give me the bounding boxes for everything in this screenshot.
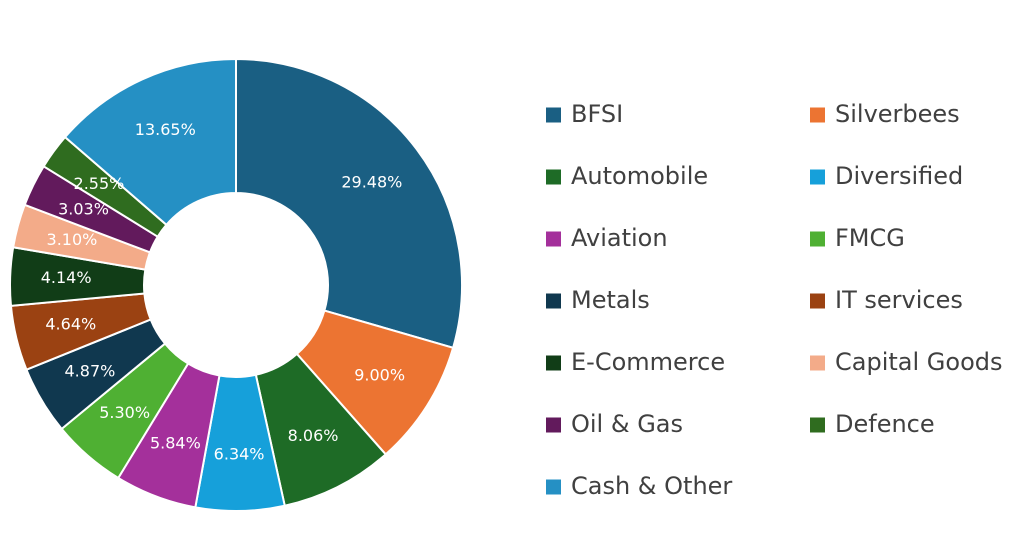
legend-item: Defence <box>810 410 935 438</box>
legend-label: Cash & Other <box>571 472 732 500</box>
slice-value-label: 3.10% <box>47 230 98 249</box>
slice-value-label: 13.65% <box>135 120 196 139</box>
legend-label: Capital Goods <box>835 348 1002 376</box>
legend-swatch <box>546 479 561 495</box>
legend-label: Automobile <box>571 162 708 190</box>
legend-label: Diversified <box>835 162 963 190</box>
legend-item: Automobile <box>546 162 708 190</box>
legend-item: E-Commerce <box>546 348 725 376</box>
legend-label: FMCG <box>835 224 905 252</box>
legend-label: Defence <box>835 410 935 438</box>
slice-labels-layer: 29.48% 9.00% 8.06% 6.34% 5.84%5.30% 4.87% 4.64… <box>41 120 405 464</box>
legend-item: Oil & Gas <box>546 410 683 438</box>
slice-value-label: 5.84% <box>150 433 201 452</box>
slice-value-label: 6.34% <box>214 444 265 463</box>
legend-swatch <box>810 355 825 371</box>
slice-value-label: 3.03% <box>58 199 109 218</box>
slice-value-label: 2.55% <box>74 174 125 193</box>
legend-item: BFSI <box>546 100 623 128</box>
legend-item: Cash & Other <box>546 472 732 500</box>
legend-swatch <box>546 355 561 371</box>
slice-value-label: 4.87% <box>65 361 116 380</box>
slice-value-label: 9.00% <box>354 365 405 384</box>
legend-swatch <box>546 231 561 247</box>
legend-item: Capital Goods <box>810 348 1002 376</box>
legend-swatch <box>810 169 825 185</box>
legend-swatch <box>546 293 561 309</box>
legend-swatch <box>810 417 825 433</box>
slices-layer <box>9 57 463 512</box>
slice-value-label: 4.64% <box>45 315 96 334</box>
legend-label: E-Commerce <box>571 348 725 376</box>
legend-item: Silverbees <box>810 100 960 128</box>
slice-value-label: 4.14% <box>41 268 92 287</box>
slice-value-label: 29.48% <box>341 172 402 191</box>
legend-swatch <box>810 107 825 123</box>
legend: BFSI Silverbees Automobile Diversified Aviat… <box>546 100 1002 500</box>
legend-item: FMCG <box>810 224 905 252</box>
legend-label: IT services <box>835 286 963 314</box>
legend-swatch <box>546 417 561 433</box>
legend-item: Metals <box>546 286 650 314</box>
legend-label: Oil & Gas <box>571 410 683 438</box>
legend-label: Metals <box>571 286 650 314</box>
slice-cash-other <box>63 57 237 227</box>
legend-item: Diversified <box>810 162 963 190</box>
legend-label: Silverbees <box>835 100 960 128</box>
legend-label: BFSI <box>571 100 623 128</box>
legend-swatch <box>810 231 825 247</box>
legend-item: IT services <box>810 286 963 314</box>
slice-value-label: 8.06% <box>288 426 339 445</box>
legend-label: Aviation <box>571 224 668 252</box>
legend-item: Aviation <box>546 224 668 252</box>
slice-value-label: 5.30% <box>99 403 150 422</box>
legend-swatch <box>546 107 561 123</box>
legend-swatch <box>810 293 825 309</box>
slice-bfsi <box>235 57 463 350</box>
legend-swatch <box>546 169 561 185</box>
